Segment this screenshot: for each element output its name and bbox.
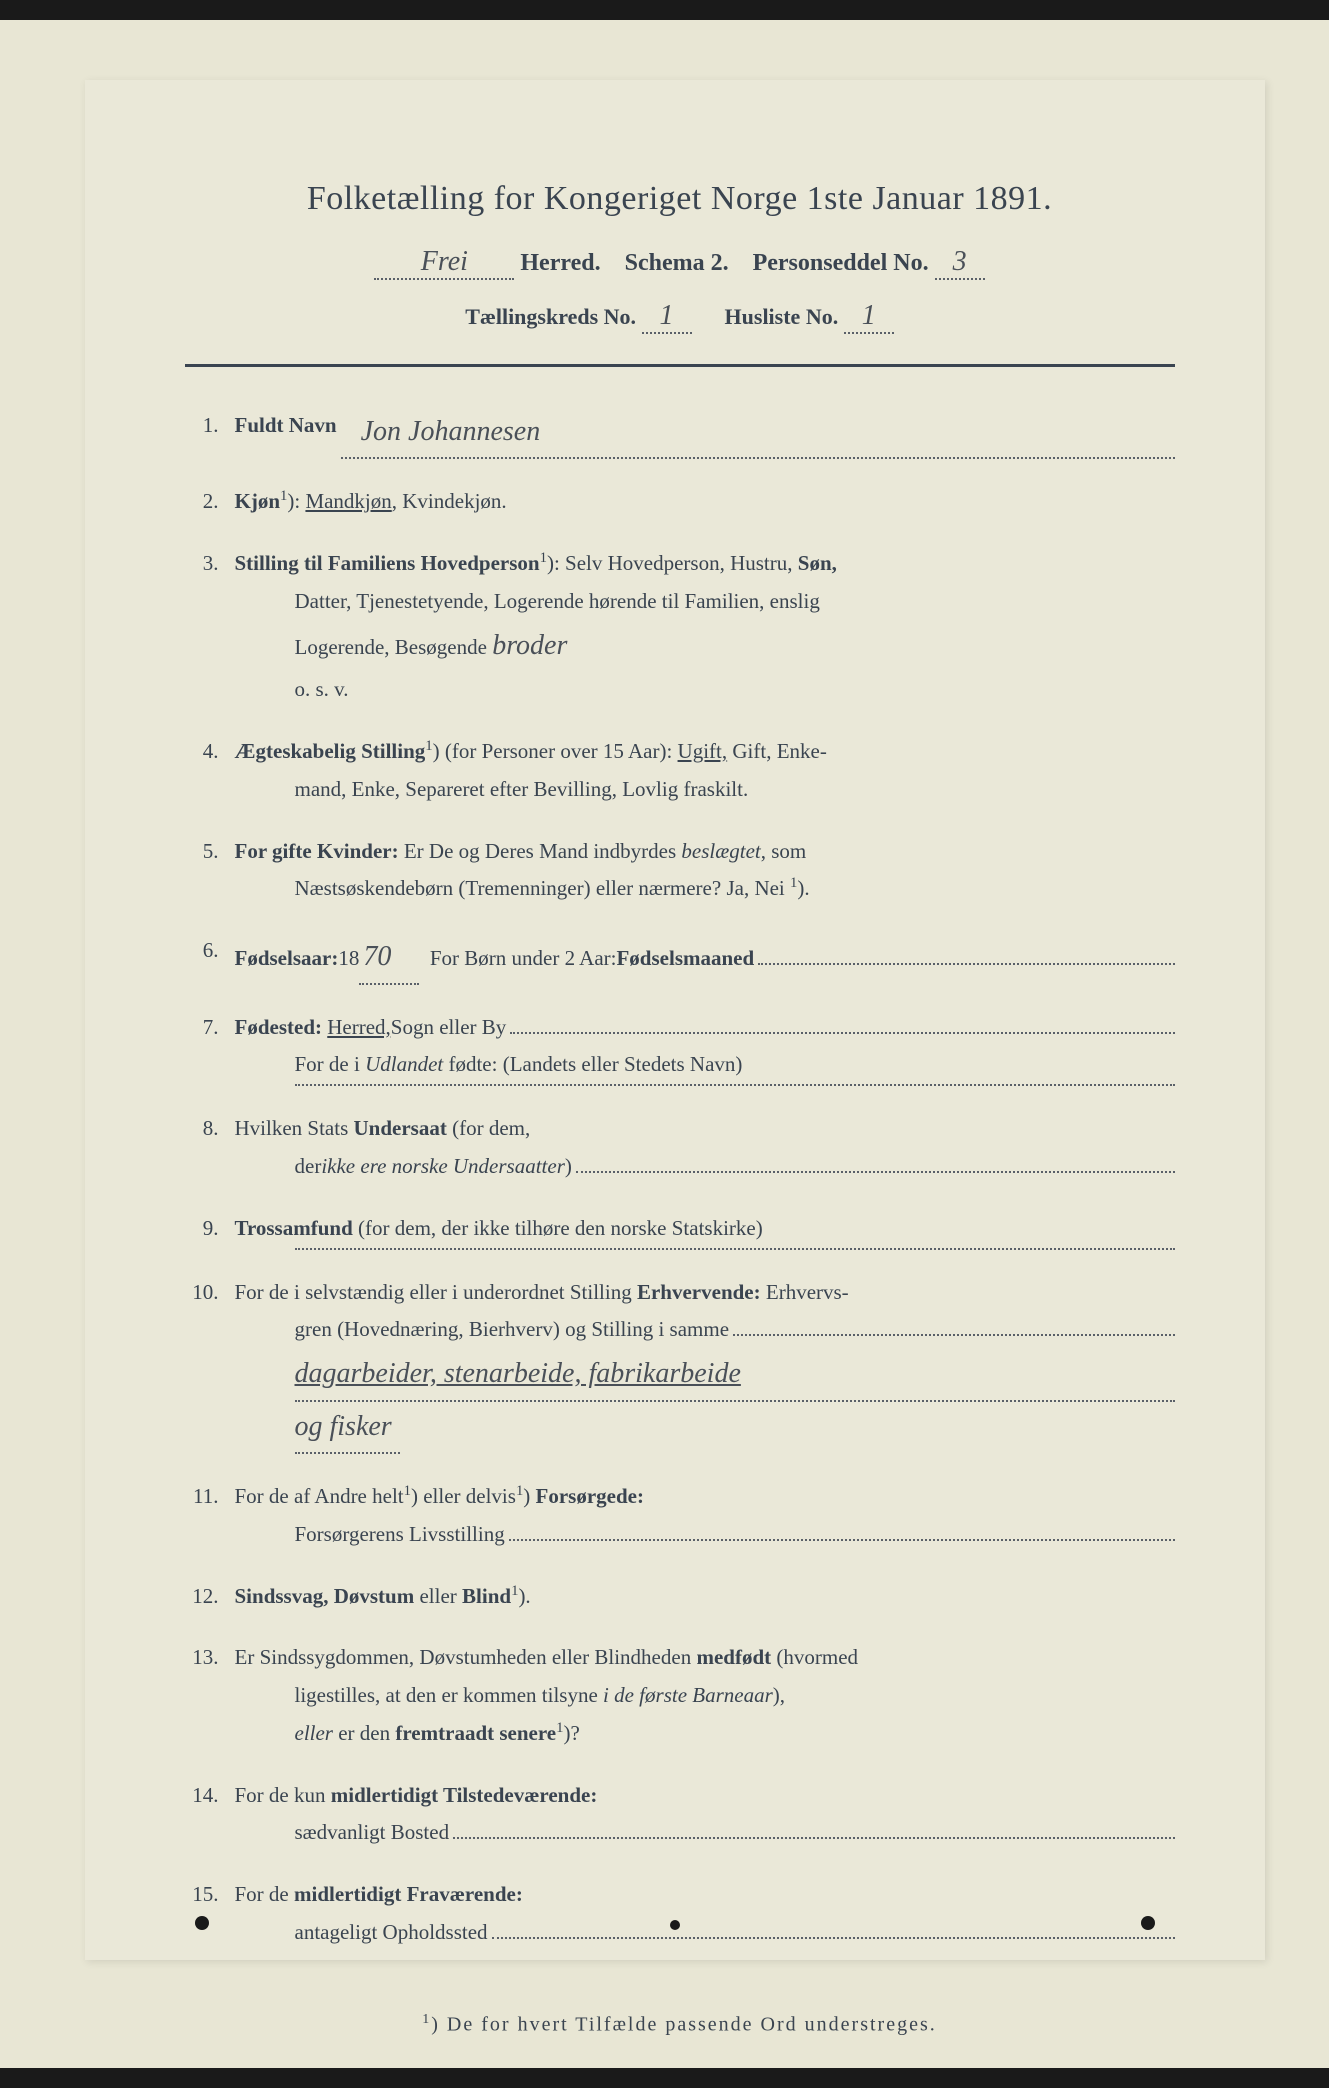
- item-9: 9. Trossamfund (for dem, der ikke tilhør…: [185, 1210, 1175, 1250]
- item-num: 5.: [185, 833, 235, 909]
- page-background: Folketælling for Kongeriget Norge 1ste J…: [0, 20, 1329, 2068]
- form-header: Folketælling for Kongeriget Norge 1ste J…: [185, 180, 1175, 334]
- citizenship-label: Undersaat: [354, 1116, 447, 1140]
- header-row-2: Tællingskreds No. 1 Husliste No. 1: [185, 300, 1175, 334]
- kreds-label: Tællingskreds No.: [465, 304, 636, 329]
- herred-value: Frei: [374, 246, 514, 280]
- item-num: 15.: [185, 1876, 235, 1952]
- item-6: 6. Fødselsaar: 1870 For Børn under 2 Aar…: [185, 932, 1175, 984]
- item-num: 13.: [185, 1639, 235, 1752]
- disability-label-1: Sindssvag, Døvstum: [235, 1584, 415, 1608]
- item-11: 11. For de af Andre helt1) eller delvis1…: [185, 1478, 1175, 1554]
- census-form-card: Folketælling for Kongeriget Norge 1ste J…: [85, 80, 1265, 1960]
- item-num: 10.: [185, 1274, 235, 1454]
- item-1: 1. Fuldt Navn Jon Johannesen: [185, 407, 1175, 459]
- item-14: 14. For de kun midlertidigt Tilstedevære…: [185, 1777, 1175, 1853]
- occupation-label: Erhvervende:: [637, 1280, 761, 1304]
- sex-label: Kjøn: [235, 489, 281, 513]
- name-label: Fuldt Navn: [235, 407, 337, 459]
- item-10: 10. For de i selvstændig eller i underor…: [185, 1274, 1175, 1454]
- item-num: 1.: [185, 407, 235, 459]
- form-title: Folketælling for Kongeriget Norge 1ste J…: [185, 180, 1175, 218]
- birthyear-value: 70: [359, 932, 419, 984]
- relation-label: Stilling til Familiens Hovedperson: [235, 551, 540, 575]
- item-15: 15. For de midlertidigt Fraværende: anta…: [185, 1876, 1175, 1952]
- punch-hole-icon: [1141, 1916, 1155, 1930]
- marital-label: Ægteskabelig Stilling: [235, 739, 426, 763]
- item-num: 7.: [185, 1009, 235, 1087]
- birthplace-label: Fødested:: [235, 1009, 323, 1047]
- sex-female: Kvindekjøn.: [402, 489, 506, 513]
- husliste-label: Husliste No.: [725, 304, 839, 329]
- personseddel-value: 3: [935, 246, 985, 280]
- item-4: 4. Ægteskabelig Stilling1) (for Personer…: [185, 733, 1175, 809]
- temp-absent-label: midlertidigt Fraværende:: [294, 1882, 523, 1906]
- header-row-1: Frei Herred. Schema 2. Personseddel No. …: [185, 246, 1175, 280]
- herred-label: Herred.: [520, 250, 600, 276]
- birthyear-label: Fødselsaar:: [235, 940, 339, 978]
- punch-hole-icon: [195, 1916, 209, 1930]
- item-num: 6.: [185, 932, 235, 984]
- item-5: 5. For gifte Kvinder: Er De og Deres Man…: [185, 833, 1175, 909]
- occupation-handwritten-1: dagarbeider, stenarbeide, fabrikarbeide: [295, 1349, 1175, 1401]
- husliste-value: 1: [844, 300, 894, 334]
- item-num: 14.: [185, 1777, 235, 1853]
- item-8: 8. Hvilken Stats Undersaat (for dem, der…: [185, 1110, 1175, 1186]
- sex-male: Mandkjøn: [305, 489, 391, 513]
- item-13: 13. Er Sindssygdommen, Døvstumheden elle…: [185, 1639, 1175, 1752]
- item-3: 3. Stilling til Familiens Hovedperson1):…: [185, 545, 1175, 709]
- item-2: 2. Kjøn1): Mandkjøn, Kvindekjøn.: [185, 483, 1175, 521]
- personseddel-label: Personseddel No.: [753, 250, 929, 276]
- item-num: 8.: [185, 1110, 235, 1186]
- occupation-handwritten-2: og fisker: [295, 1402, 400, 1454]
- item-7: 7. Fødested: Herred, Sogn eller By For d…: [185, 1009, 1175, 1087]
- religion-label: Trossamfund: [235, 1216, 353, 1240]
- married-women-label: For gifte Kvinder:: [235, 839, 399, 863]
- item-num: 12.: [185, 1578, 235, 1616]
- item-12: 12. Sindssvag, Døvstum eller Blind1).: [185, 1578, 1175, 1616]
- schema-label: Schema 2.: [625, 250, 729, 276]
- header-divider: [185, 364, 1175, 367]
- item-num: 9.: [185, 1210, 235, 1250]
- item-num: 11.: [185, 1478, 235, 1554]
- disability-label-2: Blind: [462, 1584, 511, 1608]
- footnote: 1) De for hvert Tilfælde passende Ord un…: [185, 2012, 1175, 2037]
- item-num: 3.: [185, 545, 235, 709]
- name-value: Jon Johannesen: [341, 407, 1175, 459]
- dependent-label: Forsørgede:: [536, 1484, 644, 1508]
- item-num: 2.: [185, 483, 235, 521]
- temp-present-label: midlertidigt Tilstedeværende:: [331, 1783, 598, 1807]
- kreds-value: 1: [642, 300, 692, 334]
- marital-single: Ugift,: [678, 739, 728, 763]
- relation-handwritten: broder: [492, 630, 567, 661]
- punch-hole-icon: [670, 1920, 680, 1930]
- item-num: 4.: [185, 733, 235, 809]
